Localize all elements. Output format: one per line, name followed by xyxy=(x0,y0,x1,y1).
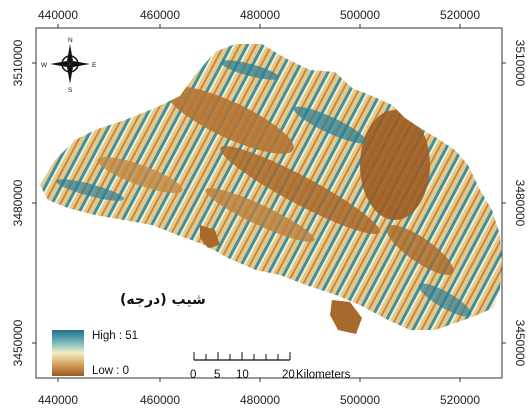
y-tick-left-label: 3450000 xyxy=(11,319,25,366)
x-axis-bottom: 440000 460000 480000 500000 520000 xyxy=(38,378,480,407)
x-tick-top-label: 500000 xyxy=(340,8,380,22)
x-tick-top-label: 480000 xyxy=(240,8,280,22)
legend-color-ramp xyxy=(52,330,84,376)
x-tick-bottom-label: 480000 xyxy=(240,393,280,407)
legend: شیب (درجه) High : 51 Low : 0 xyxy=(52,292,206,377)
east-label: E xyxy=(92,62,97,69)
x-tick-top-label: 520000 xyxy=(440,8,480,22)
x-tick-bottom-label: 460000 xyxy=(140,393,180,407)
y-tick-right-label: 3480000 xyxy=(513,180,527,227)
y-tick-right-label: 3510000 xyxy=(513,40,527,87)
x-axis-top: 440000 460000 480000 500000 520000 xyxy=(38,8,480,28)
west-label: W xyxy=(41,62,48,69)
x-tick-top-label: 460000 xyxy=(140,8,180,22)
y-tick-left-label: 3480000 xyxy=(11,179,25,226)
y-tick-left-label: 3510000 xyxy=(11,39,25,86)
north-label: N xyxy=(68,37,73,44)
scale-tick-20: 20 xyxy=(282,369,295,381)
scale-tick-0: 0 xyxy=(190,369,196,381)
legend-high-label: High : 51 xyxy=(92,330,138,342)
south-label: S xyxy=(68,87,73,94)
north-arrow: N S E W xyxy=(41,37,97,94)
legend-title: شیب (درجه) xyxy=(120,292,206,308)
scale-units: Kilometers xyxy=(296,369,351,381)
y-tick-right-label: 3450000 xyxy=(513,320,527,367)
y-axis-left: 3510000 3480000 3450000 xyxy=(11,39,36,366)
scale-tick-5: 5 xyxy=(214,369,220,381)
x-tick-bottom-label: 500000 xyxy=(340,393,380,407)
study-area xyxy=(40,44,502,334)
legend-low-label: Low : 0 xyxy=(92,365,129,377)
x-tick-bottom-label: 440000 xyxy=(38,393,78,407)
scale-tick-10: 10 xyxy=(236,369,249,381)
y-axis-right: 3510000 3480000 3450000 xyxy=(502,40,527,367)
x-tick-bottom-label: 520000 xyxy=(440,393,480,407)
x-tick-top-label: 440000 xyxy=(38,8,78,22)
scale-bar: 0 5 10 20 Kilometers xyxy=(190,352,351,381)
